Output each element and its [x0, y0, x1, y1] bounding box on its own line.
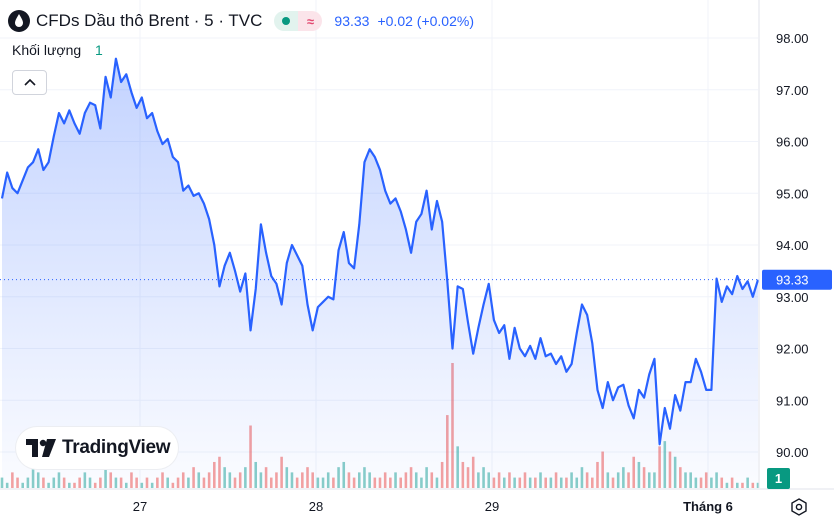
price-area-fill	[2, 58, 758, 488]
tradingview-logo[interactable]: TradingView	[16, 427, 178, 469]
last-price: 93.33	[334, 13, 370, 29]
approx-wave-icon: ≈	[298, 11, 323, 31]
chart-legend-header: CFDs Dầu thô Brent · 5 · TVC ≈ 93.33 +0.…	[8, 8, 474, 34]
price-tick-label: 93.00	[776, 290, 809, 305]
volume-bar	[0, 477, 4, 488]
volume-legend[interactable]: Khối lượng 1	[12, 42, 103, 58]
price-tick-label: 91.00	[776, 393, 809, 408]
price-tick-label: 96.00	[776, 135, 809, 150]
collapse-legend-button[interactable]	[12, 70, 47, 95]
price-line	[0, 57, 760, 446]
time-axis[interactable]: 27 28 29 Tháng 6	[0, 488, 834, 514]
chart-settings-button[interactable]	[786, 494, 812, 520]
volume-axis-badge: 1	[767, 468, 790, 489]
current-price-label: 93.33	[776, 273, 809, 288]
time-tick-label: 28	[309, 499, 323, 514]
price-tick-label: 90.00	[776, 445, 809, 460]
settings-hexagon-icon	[791, 498, 807, 516]
symbol-title[interactable]: CFDs Dầu thô Brent · 5 · TVC	[36, 11, 263, 30]
chevron-up-icon	[23, 78, 36, 86]
price-tick-label: 95.00	[776, 186, 809, 201]
volume-value: 1	[95, 42, 103, 58]
tradingview-wordmark: TradingView	[62, 437, 171, 458]
oil-drop-icon	[8, 10, 30, 32]
market-status-pill[interactable]: ≈	[274, 11, 323, 31]
price-change: +0.02 (+0.02%)	[377, 13, 474, 29]
price-series-line	[0, 57, 760, 446]
price-axis[interactable]: 90.00 91.00 92.00 93.00 94.00 95.00 96.00 97.00…	[758, 0, 832, 488]
price-tick-label: 97.00	[776, 83, 809, 98]
price-tick-label: 92.00	[776, 342, 809, 357]
price-tick-label: 98.00	[776, 31, 809, 46]
market-open-dot-icon	[274, 11, 299, 31]
tradingview-mark-icon	[26, 439, 56, 457]
current-price-tag	[762, 269, 832, 290]
time-tick-label: 29	[485, 499, 499, 514]
volume-label: Khối lượng	[12, 42, 82, 58]
time-tick-label: 27	[133, 499, 147, 514]
price-tick-label: 94.00	[776, 238, 809, 253]
time-tick-label: Tháng 6	[683, 499, 733, 514]
price-area	[2, 58, 758, 488]
